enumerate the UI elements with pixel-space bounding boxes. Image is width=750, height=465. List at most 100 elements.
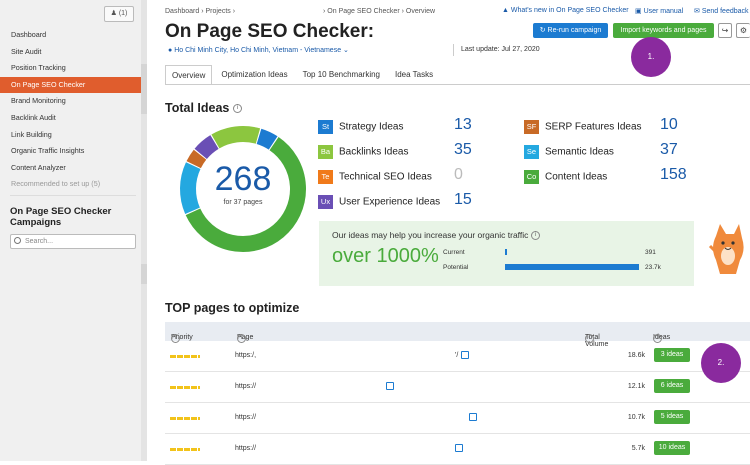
breadcrumb-projects[interactable]: Projects — [205, 8, 231, 15]
campaign-search-input[interactable]: Search... — [10, 233, 136, 249]
sidebar-item-on-page-seo-checker[interactable]: On Page SEO Checker — [0, 76, 147, 94]
table-row[interactable]: https:// 10.7k 5 ideas — [165, 403, 750, 434]
external-link-icon[interactable] — [461, 351, 469, 359]
idea-content[interactable]: Co Content Ideas — [524, 168, 607, 184]
info-icon[interactable]: i — [530, 231, 540, 241]
user-manual-link[interactable]: ▣ User manual — [635, 7, 683, 15]
current-traffic-bar — [505, 249, 508, 255]
technical-seo-icon: Te — [318, 169, 333, 184]
traffic-potential-box: Our ideas may help you increase your org… — [319, 221, 694, 286]
rerun-campaign-button[interactable]: ↻ Re-run campaign — [533, 23, 608, 38]
priority-indicator — [170, 355, 200, 358]
donut-segment-co[interactable] — [185, 137, 306, 252]
breadcrumb-dashboard[interactable]: Dashboard — [165, 8, 200, 15]
external-link-icon[interactable] — [386, 382, 394, 390]
idea-count[interactable]: 37 — [660, 141, 678, 158]
ideas-button[interactable]: 10 ideas — [654, 441, 690, 455]
idea-count[interactable]: 13 — [454, 116, 472, 133]
ideas-donut-chart — [180, 126, 306, 252]
donut-segment-sf[interactable] — [186, 149, 207, 169]
sidebar-item-dashboard[interactable]: Dashboard — [11, 30, 47, 39]
idea-backlinks[interactable]: Ba Backlinks Ideas — [318, 143, 408, 159]
strategy-icon: St — [318, 119, 333, 134]
sidebar-item-brand-monitoring[interactable]: Brand Monitoring — [11, 96, 66, 106]
page-url[interactable]: https:// — [235, 414, 257, 421]
tab-idea-tasks[interactable]: Idea Tasks — [395, 70, 434, 79]
table-row[interactable]: https:// 5.7k 10 ideas — [165, 434, 750, 465]
table-row[interactable]: https:// 12.1k 6 ideas — [165, 372, 750, 403]
page-url[interactable]: https:// — [235, 383, 257, 390]
page-url[interactable]: https:/, — [235, 352, 257, 359]
donut-segment-ba[interactable] — [211, 126, 261, 149]
donut-segment-st[interactable] — [256, 128, 278, 150]
priority-indicator — [170, 386, 200, 389]
tab-optimization-ideas[interactable]: Optimization Ideas — [221, 70, 288, 79]
users-count: (1) — [118, 10, 128, 17]
traffic-increase: over 1000% — [332, 245, 439, 267]
ideas-button[interactable]: 3 ideas — [654, 348, 690, 362]
external-link-icon[interactable] — [455, 444, 463, 452]
info-icon[interactable]: i — [171, 334, 180, 343]
idea-label: Technical SEO Ideas — [339, 171, 432, 183]
donut-segment-se[interactable] — [180, 162, 201, 215]
tab-bar: Overview Optimization Ideas Top 10 Bench… — [165, 65, 442, 85]
send-feedback-link[interactable]: ✉ Send feedback — [694, 7, 749, 15]
search-icon — [14, 236, 21, 244]
ideas-button[interactable]: 5 ideas — [654, 410, 690, 424]
users-button[interactable]: ♟ (1) — [104, 6, 134, 22]
info-icon[interactable]: i — [653, 334, 662, 343]
current-value: 391 — [645, 249, 656, 256]
breadcrumb: Dashboard › Projects › — [165, 8, 235, 15]
ideas-button[interactable]: 6 ideas — [654, 379, 690, 393]
location-selector[interactable]: ● Ho Chi Minh City, Ho Chi Minh, Vietnam… — [168, 46, 349, 54]
whats-new-label: What's new in On Page SEO Checker — [510, 7, 629, 14]
sidebar-item-content-analyzer[interactable]: Content Analyzer — [11, 162, 66, 172]
scrollbar-thumb-lower[interactable] — [141, 264, 147, 284]
idea-user-experience[interactable]: Ux User Experience Ideas — [318, 193, 440, 209]
sidebar-recommended[interactable]: Recommended to set up (5) — [11, 179, 101, 189]
tab-overview[interactable]: Overview — [165, 65, 213, 85]
sidebar-item-link-building[interactable]: Link Building — [11, 129, 52, 139]
total-volume: 5.7k — [631, 445, 645, 452]
feedback-icon: ✉ — [694, 8, 702, 15]
idea-count[interactable]: 10 — [660, 116, 678, 133]
idea-technical-seo[interactable]: Te Technical SEO Ideas — [318, 168, 432, 184]
import-keywords-button[interactable]: Import keywords and pages — [613, 23, 714, 38]
sidebar-item-position-tracking[interactable]: Position Tracking — [11, 63, 66, 73]
campaign-search-placeholder: Search... — [25, 237, 54, 245]
settings-button[interactable]: ⚙ — [736, 23, 750, 38]
book-icon: ▣ — [635, 8, 644, 15]
info-icon[interactable]: i — [232, 104, 242, 114]
col-priority-label: Priority — [171, 334, 193, 341]
idea-count[interactable]: 15 — [454, 191, 472, 208]
megaphone-icon: ▲ — [502, 7, 511, 14]
chevron-right-icon: › — [201, 8, 206, 15]
export-button[interactable]: ↪ — [718, 23, 732, 38]
info-icon[interactable]: i — [237, 334, 246, 343]
idea-label: Backlinks Ideas — [339, 146, 409, 158]
page-url[interactable]: https:// — [235, 445, 257, 452]
idea-count[interactable]: 35 — [454, 141, 472, 158]
idea-count[interactable]: 158 — [660, 166, 687, 183]
sidebar-scrollbar[interactable] — [141, 0, 147, 461]
info-icon[interactable]: i — [585, 334, 594, 343]
sidebar-item-organic-traffic-insights[interactable]: Organic Traffic Insights — [11, 146, 85, 156]
table-row[interactable]: https:/, '/ 18.6k 3 ideas — [165, 341, 750, 372]
idea-strategy[interactable]: St Strategy Ideas — [318, 118, 403, 134]
location-label: Ho Chi Minh City, Ho Chi Minh, Vietnam -… — [174, 47, 342, 54]
scrollbar-thumb[interactable] — [141, 64, 147, 114]
user-experience-icon: Ux — [318, 194, 333, 209]
idea-label: Content Ideas — [545, 171, 608, 183]
idea-serp-features[interactable]: SF SERP Features Ideas — [524, 118, 642, 134]
total-volume: 12.1k — [627, 383, 645, 390]
tab-top10-benchmarking[interactable]: Top 10 Benchmarking — [302, 70, 380, 79]
donut-segment-ux[interactable] — [194, 135, 219, 160]
rerun-label: Re-run campaign — [547, 27, 602, 34]
sidebar-item-site-audit[interactable]: Site Audit — [11, 46, 42, 56]
breadcrumb-tool[interactable]: On Page SEO Checker — [327, 8, 400, 15]
user-manual-label: User manual — [643, 8, 684, 15]
sidebar-item-backlink-audit[interactable]: Backlink Audit — [11, 112, 56, 122]
external-link-icon[interactable] — [469, 413, 477, 421]
idea-semantic[interactable]: Se Semantic Ideas — [524, 143, 614, 159]
whats-new-link[interactable]: ▲ What's new in On Page SEO Checker — [502, 7, 629, 14]
